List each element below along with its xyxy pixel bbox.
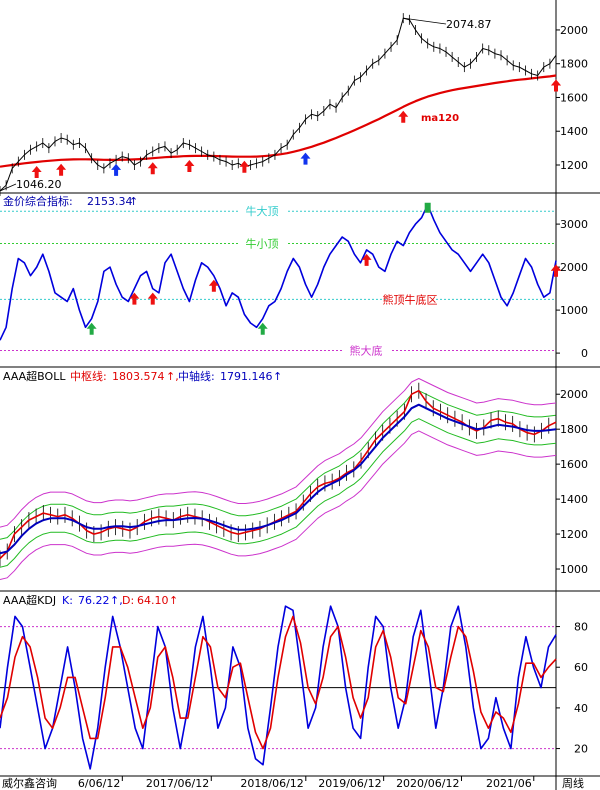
svg-text:K:: K: xyxy=(62,594,73,607)
boll-axis-line xyxy=(0,403,557,555)
y-tick-label: 40 xyxy=(574,702,588,715)
y-tick-label: 2000 xyxy=(560,388,588,401)
guide-label: 牛大顶 xyxy=(246,204,279,218)
index-line xyxy=(0,204,557,341)
svg-text:↑,: ↑, xyxy=(166,370,179,383)
brand-label: 威尔鑫咨询 xyxy=(2,776,57,790)
ma-label: ma120 xyxy=(421,113,459,124)
signal-arrow xyxy=(361,253,372,266)
low-leader xyxy=(0,183,17,192)
high-label: 2074.87 xyxy=(446,18,492,31)
low-label: 1046.20 xyxy=(16,178,62,191)
svg-text:↑: ↑ xyxy=(169,594,178,607)
kdj-panel: 20 40 60 80 xyxy=(0,605,588,770)
y-tick-label: 1400 xyxy=(560,493,588,506)
svg-text:64.10: 64.10 xyxy=(137,594,169,607)
y-tick-label: 0 xyxy=(581,347,588,360)
y-tick-label: 3000 xyxy=(560,218,588,231)
boll-mid-line xyxy=(0,389,557,560)
guide-label-bg xyxy=(342,343,390,357)
period-label: 周线 xyxy=(562,776,584,790)
svg-text:2153.34: 2153.34 xyxy=(87,195,133,208)
signal-arrow xyxy=(398,110,409,123)
y-tick-label: 1600 xyxy=(560,458,588,471)
boll-panel: 1000 1200 1400 1600 1800 2000 xyxy=(0,378,588,580)
signal-arrow xyxy=(239,160,250,173)
guide-label: 牛小顶 xyxy=(246,236,279,250)
guide-label-bg xyxy=(238,236,286,250)
x-tick-label: 2020/06/12 xyxy=(396,777,459,790)
guide-label-bg xyxy=(386,292,434,306)
y-tick-label: 80 xyxy=(574,621,588,634)
guide-label: 熊大底 xyxy=(350,344,383,358)
svg-text:中枢线:: 中枢线: xyxy=(70,369,107,383)
boll-band xyxy=(0,390,557,540)
svg-text:AAA超BOLL: AAA超BOLL xyxy=(3,369,66,383)
x-tick-label: 2018/06/12 xyxy=(240,777,303,790)
svg-text:↑,: ↑, xyxy=(110,594,123,607)
y-tick-label: 1200 xyxy=(560,159,588,172)
svg-text:金价综合指标:: 金价综合指标: xyxy=(3,194,73,208)
kdj-title: AAA超KDJ K: 76.22 ↑, D: 64.10 ↑ xyxy=(3,593,178,607)
y-tick-label: 1800 xyxy=(560,58,588,71)
y-tick-label: 2000 xyxy=(560,24,588,37)
y-tick-label: 60 xyxy=(574,661,588,674)
x-axis: 6/06/12 2017/06/12 2018/06/12 2019/06/12 202… xyxy=(78,776,535,790)
y-tick-label: 1200 xyxy=(560,528,588,541)
y-tick-label: 20 xyxy=(574,743,588,756)
boll-title: AAA超BOLL 中枢线: 1803.574 ↑, 中轴线: 1791.146 … xyxy=(3,369,282,383)
high-leader xyxy=(403,17,447,25)
y-tick-label: 1800 xyxy=(560,423,588,436)
signal-arrow xyxy=(300,152,311,165)
peak-marker xyxy=(424,202,431,213)
signal-arrow xyxy=(147,162,158,175)
guide-label: 熊顶牛底区 xyxy=(383,292,438,306)
y-tick-label: 1400 xyxy=(560,125,588,138)
x-tick-label: 6/06/12 xyxy=(78,777,120,790)
boll-band xyxy=(0,430,557,580)
svg-text:↑: ↑ xyxy=(129,195,138,208)
x-tick-label: 2021/06 xyxy=(486,777,532,790)
y-tick-label: 1000 xyxy=(560,304,588,317)
kdj-d-line xyxy=(0,615,557,750)
price-line xyxy=(0,17,557,192)
y-tick-label: 1600 xyxy=(560,91,588,104)
signal-arrow xyxy=(111,163,122,176)
boll-band xyxy=(0,378,557,528)
y-tick-label: 2000 xyxy=(560,261,588,274)
svg-text:D:: D: xyxy=(122,594,134,607)
signal-arrow xyxy=(551,264,561,277)
boll-band xyxy=(0,418,557,568)
svg-text:AAA超KDJ: AAA超KDJ xyxy=(3,593,56,607)
svg-text:1803.574: 1803.574 xyxy=(112,370,165,383)
signal-arrow xyxy=(184,160,195,173)
signal-arrow xyxy=(208,279,219,292)
svg-text:1791.146: 1791.146 xyxy=(220,370,273,383)
y-tick-label: 1000 xyxy=(560,563,588,576)
signal-arrow xyxy=(56,163,67,176)
signal-arrow xyxy=(257,322,268,335)
x-tick-label: 2019/06/12 xyxy=(318,777,381,790)
svg-text:中轴线:: 中轴线: xyxy=(178,369,215,383)
guide-label-bg xyxy=(238,204,286,218)
price-panel: 1200 1400 1600 1800 2000 xyxy=(0,13,588,196)
index-title: 金价综合指标: 2153.34 ↑ xyxy=(3,194,138,208)
x-tick-label: 2017/06/12 xyxy=(146,777,209,790)
signal-arrow xyxy=(31,165,42,178)
signal-arrow xyxy=(551,79,561,92)
svg-text:76.22: 76.22 xyxy=(78,594,110,607)
signal-arrow xyxy=(86,322,97,335)
signal-arrow xyxy=(129,292,140,305)
svg-text:↑: ↑ xyxy=(273,370,282,383)
signal-arrow xyxy=(147,292,158,305)
